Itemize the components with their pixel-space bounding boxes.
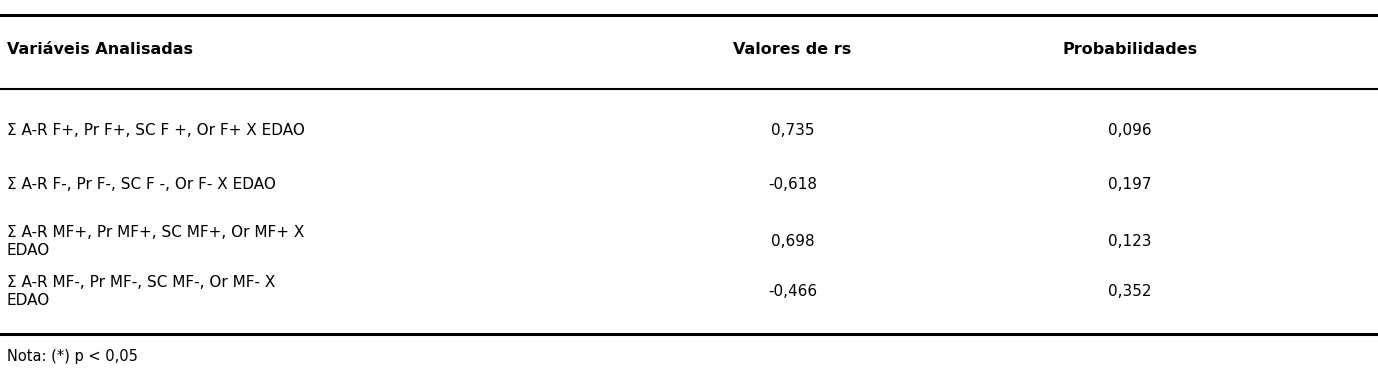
Text: -0,466: -0,466 xyxy=(768,284,817,299)
Text: Σ A-R F-, Pr F-, SC F -, Or F- X EDAO: Σ A-R F-, Pr F-, SC F -, Or F- X EDAO xyxy=(7,177,276,192)
Text: Σ A-R MF-, Pr MF-, SC MF-, Or MF- X
EDAO: Σ A-R MF-, Pr MF-, SC MF-, Or MF- X EDAO xyxy=(7,275,276,308)
Text: Nota: (*) p < 0,05: Nota: (*) p < 0,05 xyxy=(7,349,138,363)
Text: 0,352: 0,352 xyxy=(1108,284,1152,299)
Text: 0,197: 0,197 xyxy=(1108,177,1152,192)
Text: 0,735: 0,735 xyxy=(770,124,814,138)
Text: 0,698: 0,698 xyxy=(770,234,814,249)
Text: 0,096: 0,096 xyxy=(1108,124,1152,138)
Text: Probabilidades: Probabilidades xyxy=(1062,42,1197,57)
Text: 0,123: 0,123 xyxy=(1108,234,1152,249)
Text: Σ A-R F+, Pr F+, SC F +, Or F+ X EDAO: Σ A-R F+, Pr F+, SC F +, Or F+ X EDAO xyxy=(7,124,305,138)
Text: Variáveis Analisadas: Variáveis Analisadas xyxy=(7,42,193,57)
Text: -0,618: -0,618 xyxy=(768,177,817,192)
Text: Σ A-R MF+, Pr MF+, SC MF+, Or MF+ X
EDAO: Σ A-R MF+, Pr MF+, SC MF+, Or MF+ X EDAO xyxy=(7,225,305,258)
Text: Valores de rs: Valores de rs xyxy=(733,42,852,57)
